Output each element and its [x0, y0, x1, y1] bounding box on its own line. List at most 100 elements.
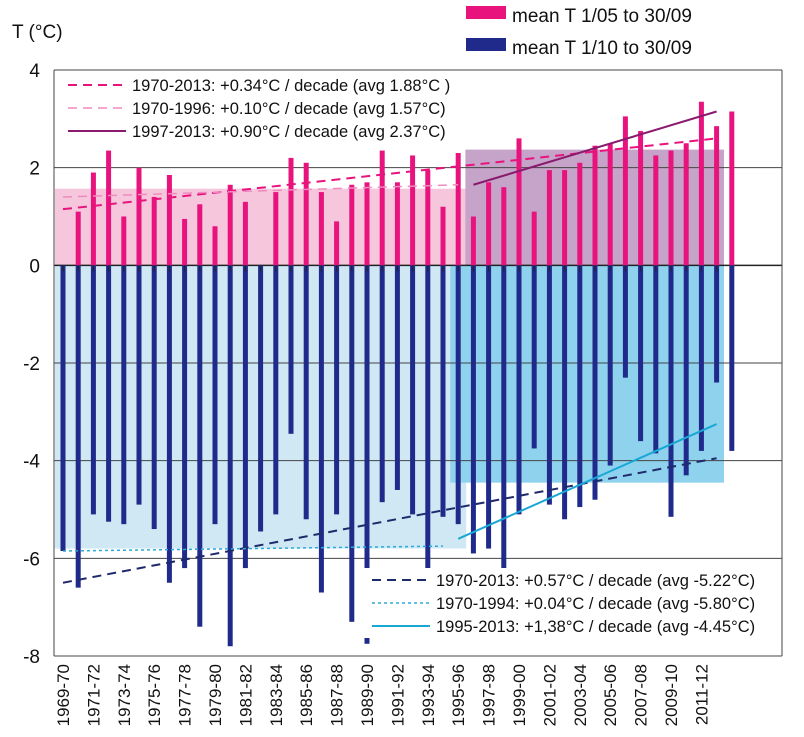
bar	[653, 155, 659, 266]
bar	[486, 265, 492, 549]
bar	[90, 172, 96, 266]
x-tick-label: 2007-08	[632, 664, 651, 726]
y-axis-label: T (°C)	[12, 22, 63, 43]
y-tick-label: -4	[23, 452, 40, 473]
bar	[273, 192, 279, 266]
y-tick-label: 4	[29, 61, 40, 82]
trend-lines	[62, 110, 718, 584]
bar	[729, 111, 735, 266]
bar	[714, 126, 720, 266]
trend-legend-box	[60, 73, 510, 143]
bar	[349, 265, 355, 622]
bar	[166, 174, 172, 266]
bar	[242, 265, 248, 569]
trend-legend-label: 1970-2013: +0.34°C / decade (avg 1.88°C …	[132, 77, 450, 95]
x-tick-label: 1995-96	[449, 664, 468, 726]
bar	[106, 150, 112, 266]
bar	[425, 170, 431, 266]
bar	[212, 265, 218, 525]
bar	[531, 265, 537, 449]
bar	[698, 101, 704, 266]
bar	[622, 116, 628, 266]
bar	[151, 196, 157, 266]
x-tick-label: 2009-10	[662, 664, 681, 726]
x-tick-label: 1999-00	[510, 664, 529, 726]
x-tick-label: 1973-74	[115, 664, 134, 726]
x-tick-label: 1979-80	[206, 664, 225, 726]
trend-legend-label: 1995-2013: +1,38°C / decade (avg -4.45°C…	[436, 618, 755, 636]
bar	[653, 265, 659, 454]
bar	[698, 265, 704, 451]
bar	[546, 265, 552, 505]
bar	[683, 265, 689, 476]
bar	[334, 265, 340, 515]
trend-legend-label: 1997-2013: +0.90°C / decade (avg 2.37°C)	[132, 123, 446, 141]
bar	[318, 265, 324, 593]
bar	[470, 216, 476, 266]
bar	[440, 206, 446, 266]
bar	[683, 143, 689, 266]
bar	[668, 150, 674, 266]
bar	[136, 265, 142, 505]
bar	[622, 265, 628, 378]
bar	[516, 265, 522, 515]
axes: 4 2 0 -2 -4 -6 -8 1969-70 1971-72 1973-74 1975-76 1…	[23, 61, 783, 726]
bar	[227, 265, 233, 647]
bar	[121, 216, 127, 266]
bar	[592, 145, 598, 266]
y-tick-label: 0	[29, 256, 40, 277]
bar	[288, 157, 294, 266]
x-tick-label: 1987-88	[328, 664, 347, 726]
bar	[136, 167, 142, 266]
x-tick-label: 1981-82	[236, 664, 255, 726]
y-tick-label: -2	[23, 354, 40, 375]
legend-label: mean T 1/10 to 30/09	[512, 38, 692, 59]
bar	[182, 265, 188, 569]
bar	[379, 265, 385, 503]
x-tick-label: 2011-12	[692, 664, 711, 725]
x-tick-label: 1985-86	[297, 664, 316, 726]
bar	[516, 138, 522, 266]
legend-swatch	[466, 38, 506, 51]
bar	[166, 265, 172, 583]
trend-line	[62, 137, 717, 211]
bar	[394, 182, 400, 266]
x-tick-label: 1993-94	[419, 664, 438, 726]
bar	[501, 265, 507, 571]
x-tick-label: 2001-02	[540, 664, 559, 726]
bar	[562, 265, 568, 520]
bar	[638, 131, 644, 266]
average-band	[55, 188, 467, 266]
bar	[106, 265, 112, 522]
bar	[349, 184, 355, 266]
bar	[440, 265, 446, 517]
bar	[242, 201, 248, 266]
bar	[75, 265, 81, 588]
bar	[303, 162, 309, 266]
trend-legend-label: 1970-1996: +0.10°C / decade (avg 1.57°C)	[132, 100, 446, 118]
trend-legend-box	[364, 568, 778, 638]
legend: mean T 1/05 to 30/09 mean T 1/10 to 30/09…	[60, 6, 778, 638]
average-band	[450, 265, 724, 483]
bar	[425, 265, 431, 576]
bar	[577, 162, 583, 266]
bar	[273, 265, 279, 515]
y-tick-label: -8	[23, 647, 40, 668]
bar	[364, 265, 370, 644]
bar	[470, 265, 476, 554]
y-tick-label: -6	[23, 549, 40, 570]
bar	[577, 265, 583, 508]
bar	[531, 211, 537, 266]
bar	[394, 265, 400, 490]
bar	[364, 182, 370, 266]
x-tick-label: 1971-72	[84, 664, 103, 726]
bar	[379, 150, 385, 266]
trend-line	[457, 423, 718, 540]
bar	[455, 265, 461, 525]
bar	[668, 265, 674, 517]
x-tick-label: 1975-76	[145, 664, 164, 726]
bar	[410, 155, 416, 266]
legend-label: mean T 1/05 to 30/09	[512, 6, 692, 27]
bar	[75, 211, 81, 266]
